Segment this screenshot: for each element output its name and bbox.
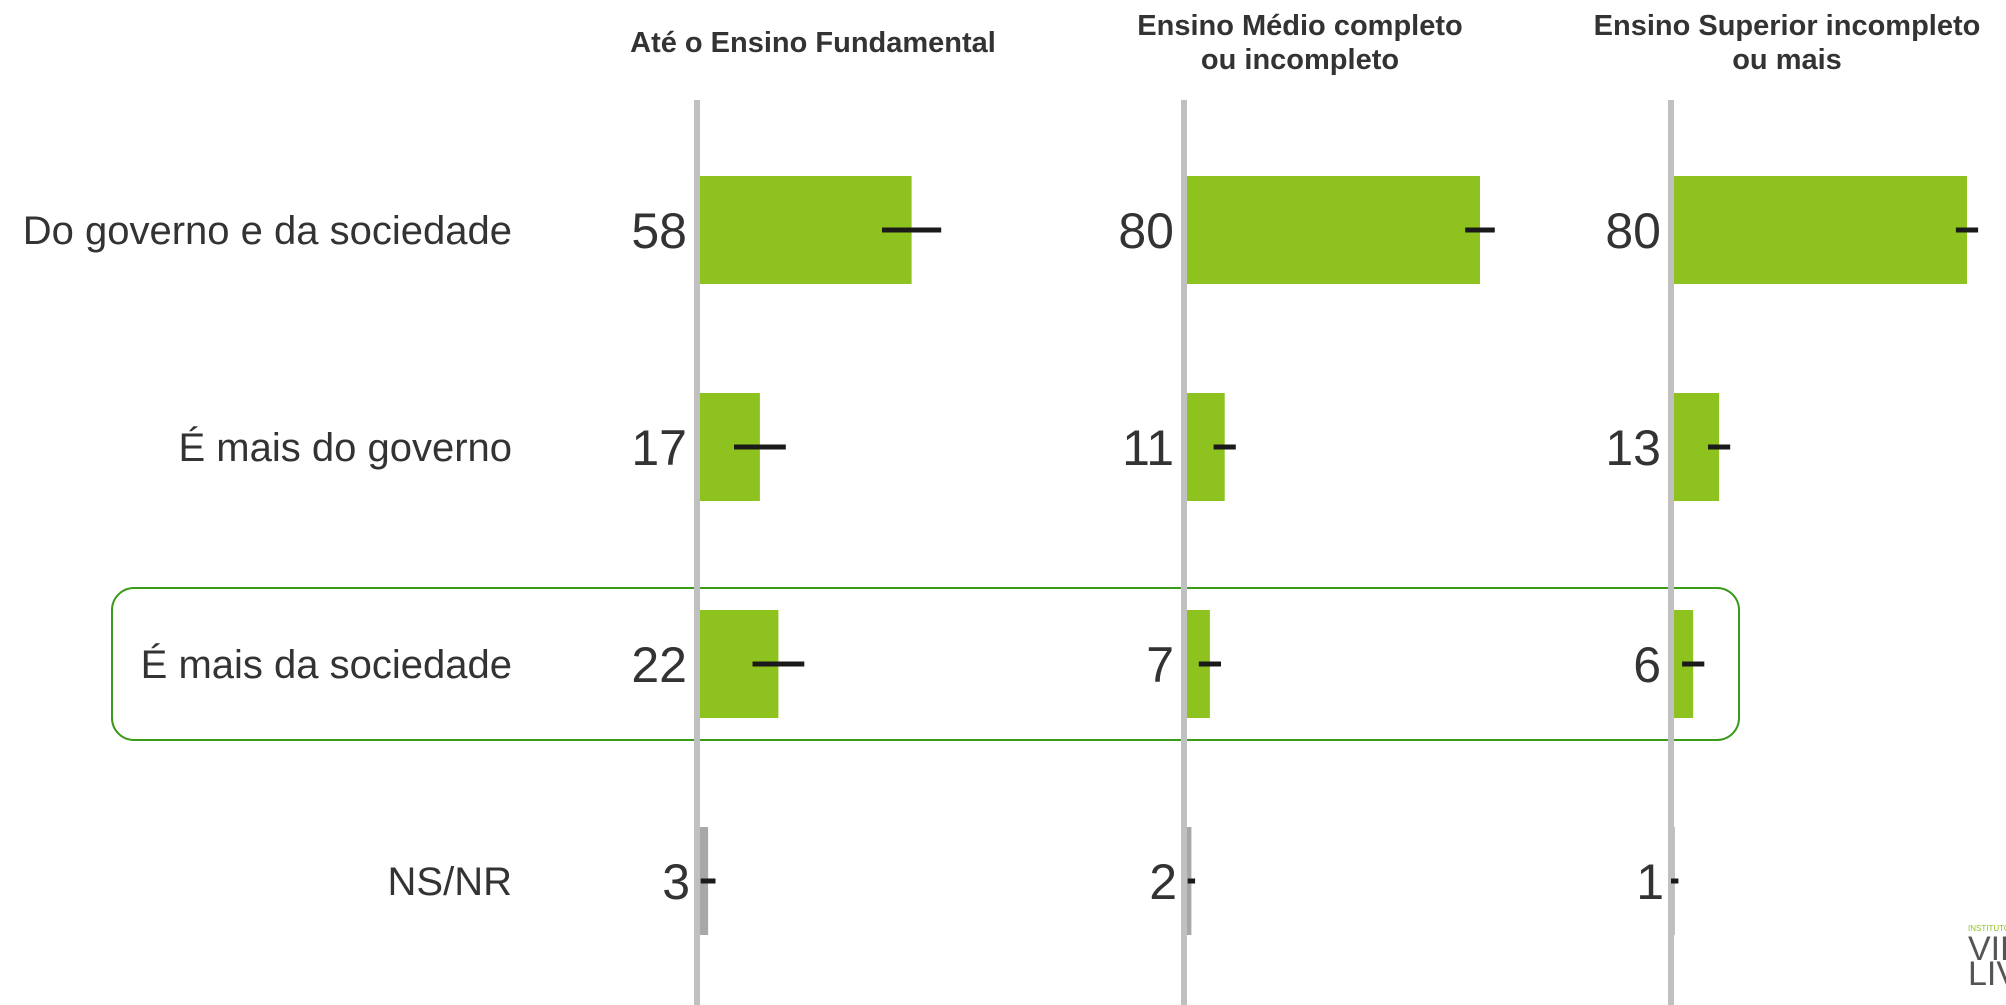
brand-logo: INSTITUTO VID LIV: [1968, 924, 2006, 993]
value-label-panel-2-e-mais-do-governo: 11: [1122, 420, 1174, 476]
category-label-e-mais-do-governo: É mais do governo: [178, 425, 512, 470]
category-label-do-governo-e-da-sociedade: Do governo e da sociedade: [23, 209, 512, 253]
logo-line-1: VID: [1968, 930, 2006, 968]
bar-panel-3-do-governo-e-da-sociedade: [1671, 176, 1967, 284]
value-label-panel-3-ns-nr: 1: [1636, 854, 1664, 910]
logo-line-2: LIV: [1968, 955, 2006, 993]
panel-title-2-line-1: Ensino Médio completo: [1137, 10, 1462, 42]
value-label-panel-3-e-mais-do-governo: 13: [1605, 420, 1661, 476]
value-label-panel-1-e-mais-do-governo: 17: [631, 420, 687, 476]
value-label-panel-2-do-governo-e-da-sociedade: 80: [1118, 203, 1174, 259]
panel-title-3-line-2: ou mais: [1732, 44, 1842, 76]
value-label-panel-1-ns-nr: 3: [662, 854, 690, 910]
highlight-box: [111, 587, 1740, 741]
category-label-ns-nr: NS/NR: [388, 860, 512, 904]
panel-title-3-line-1: Ensino Superior incompleto: [1594, 10, 1981, 42]
value-label-panel-3-e-mais-da-sociedade: 6: [1633, 637, 1661, 693]
value-label-panel-2-ns-nr: 2: [1149, 854, 1177, 910]
value-label-panel-2-e-mais-da-sociedade: 7: [1146, 637, 1174, 693]
bar-panel-2-do-governo-e-da-sociedade: [1184, 176, 1480, 284]
bar-panel-1-do-governo-e-da-sociedade: [697, 176, 912, 284]
value-label-panel-1-do-governo-e-da-sociedade: 58: [631, 203, 687, 259]
logo-small-text: INSTITUTO: [1968, 924, 2006, 933]
value-label-panel-3-do-governo-e-da-sociedade: 80: [1605, 203, 1661, 259]
category-label-e-mais-da-sociedade: É mais da sociedade: [141, 642, 512, 687]
value-label-panel-1-e-mais-da-sociedade: 22: [631, 637, 687, 693]
panel-title-1-line-1: Até o Ensino Fundamental: [630, 27, 996, 59]
panel-title-2-line-2: ou incompleto: [1201, 44, 1399, 76]
